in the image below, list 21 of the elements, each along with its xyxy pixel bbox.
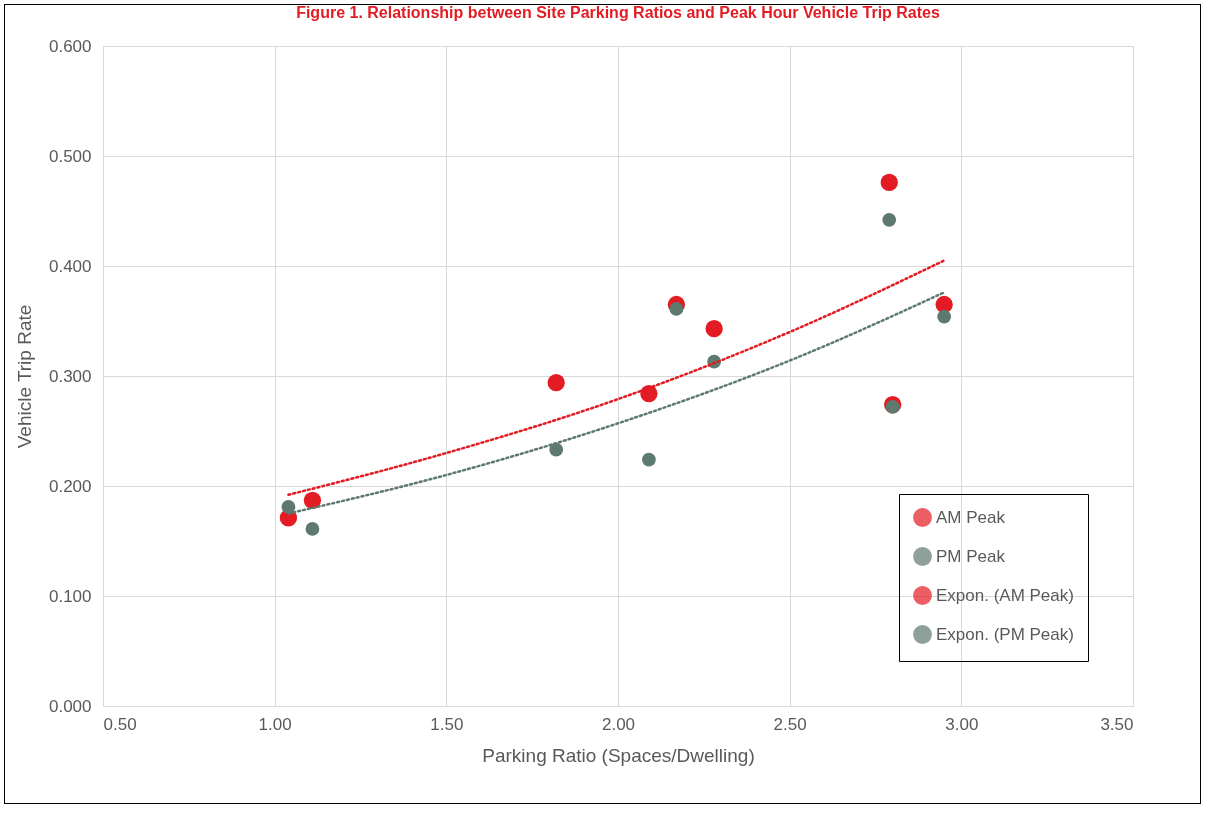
x-tick-label: 2.00 [601,714,636,734]
legend-label: Expon. (PM Peak) [936,624,1074,644]
x-tick-label: 3.00 [945,714,979,734]
y-tick-label: 0.500 [48,146,92,166]
x-tick-label: 2.50 [773,714,807,734]
legend-label: Expon. (AM Peak) [936,585,1074,605]
x-axis-title: Parking Ratio (Spaces/Dwelling) [482,744,755,766]
legend-label: PM Peak [936,546,1006,566]
y-tick-label: 0.200 [48,476,92,496]
x-tick-label: 1.00 [258,714,292,734]
y-tick-label: 0.400 [48,256,92,276]
y-tick-label: 0.000 [48,696,92,716]
y-tick-label: 0.100 [48,586,92,606]
y-tick-label: 0.600 [48,36,92,56]
x-tick-label: 0.50 [103,714,137,734]
x-tick-label: 3.50 [1100,714,1134,734]
legend-label: AM Peak [936,507,1006,527]
chart-title: Figure 1. Relationship between Site Parking Ratios and Peak Hour Vehicle Trip Rates [296,4,940,21]
y-axis-title: Vehicle Trip Rate [13,304,35,449]
x-tick-label: 1.50 [430,714,464,734]
y-tick-label: 0.300 [48,366,92,386]
